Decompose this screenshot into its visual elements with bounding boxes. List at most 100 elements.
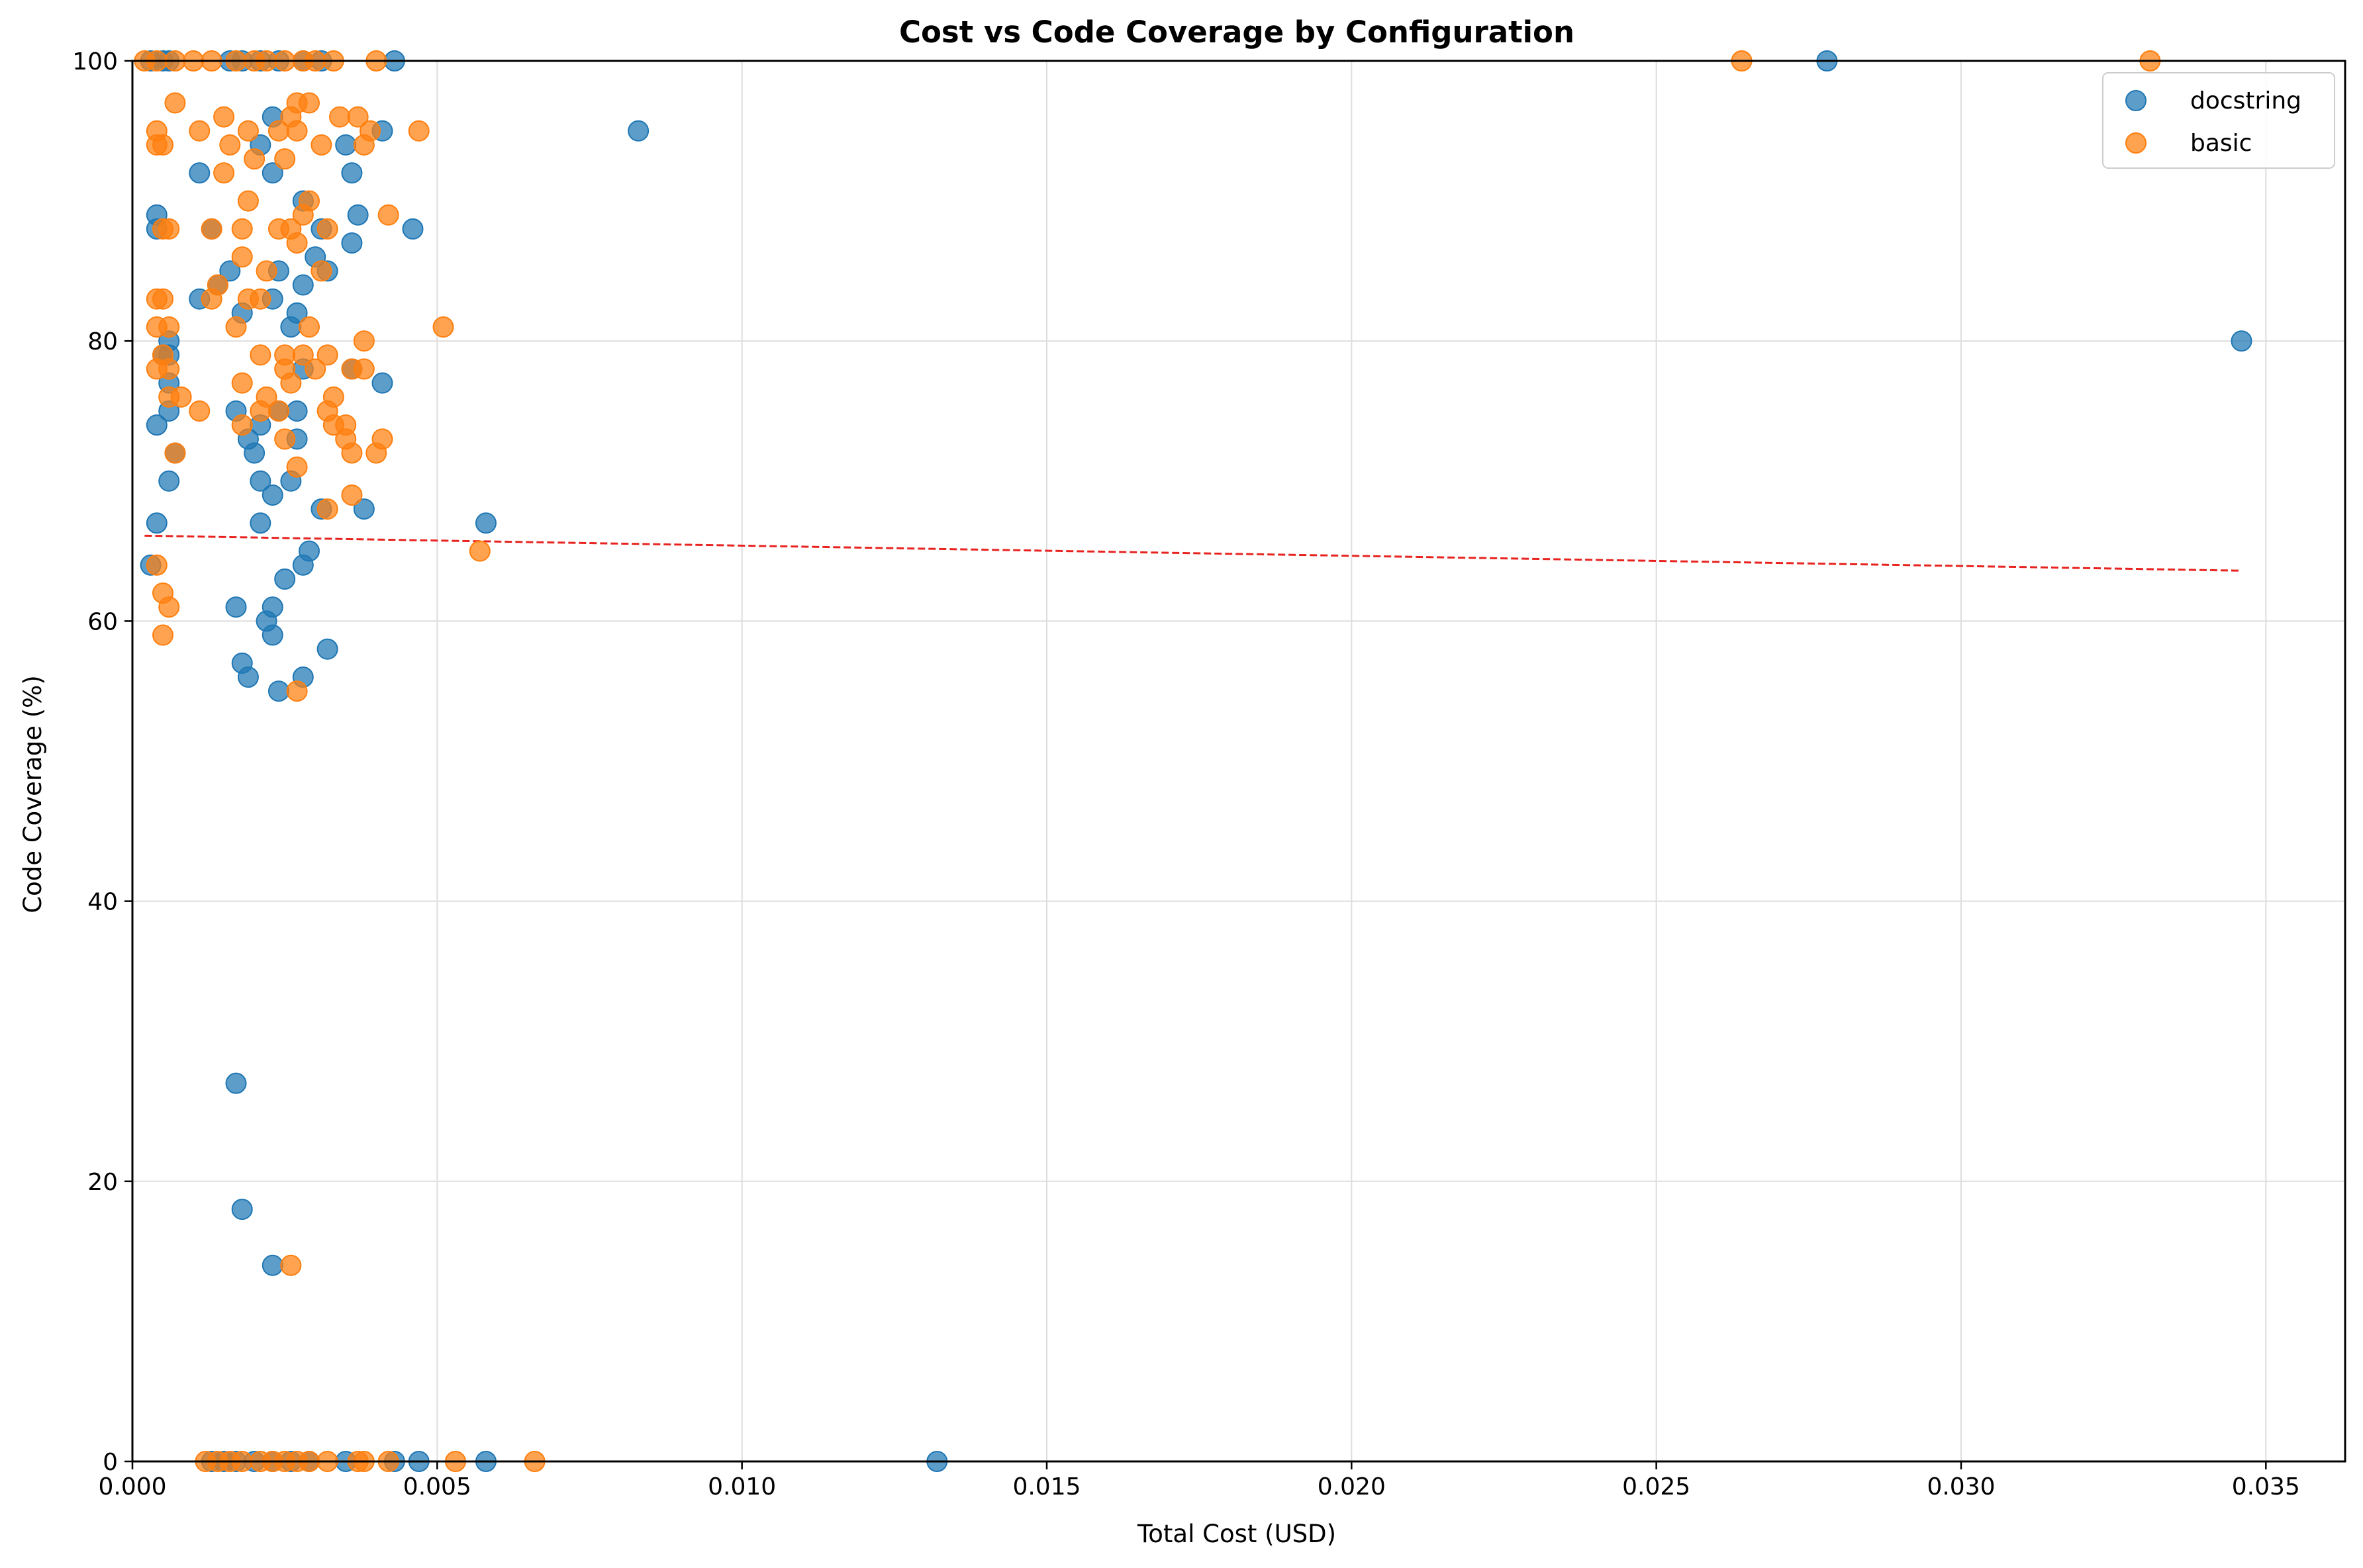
legend-label-basic: basic [2190,130,2252,157]
data-point-basic [152,134,174,156]
data-point-basic [274,148,296,170]
data-point-basic [231,372,253,394]
data-point-basic [189,120,211,142]
data-point-basic [353,134,375,156]
data-point-basic [237,120,259,142]
data-point-basic [231,218,253,240]
legend-marker-basic [2125,132,2146,154]
data-point-basic [298,92,320,114]
data-point-docstring [286,400,308,422]
data-point-basic [201,288,222,310]
data-point-basic [311,260,332,282]
trend-line [144,534,2242,572]
data-point-docstring [225,1072,247,1094]
y-tick-label: 40 [87,889,118,916]
data-point-docstring [316,638,338,660]
chart-title: Cost vs Code Coverage by Configuration [899,15,1574,50]
data-point-basic [250,344,271,366]
data-point-docstring [628,120,650,142]
data-point-docstring [347,204,369,226]
data-point-basic [158,596,180,618]
data-point-basic [225,316,247,338]
data-point-basic [292,344,314,366]
data-point-docstring [146,512,168,534]
legend-marker-docstring [2125,90,2146,111]
data-points [134,50,2252,1472]
y-axis-label: Code Coverage (%) [19,675,47,913]
data-point-basic [158,316,180,338]
data-point-basic [316,344,338,366]
data-point-basic [146,554,168,576]
data-point-docstring [244,442,265,464]
data-point-docstring [262,1254,283,1276]
data-point-docstring [262,624,283,646]
data-point-docstring [225,596,247,618]
data-point-basic [341,442,363,464]
data-point-basic [408,120,430,142]
data-point-basic [201,218,222,240]
grid [132,60,2345,1462]
data-point-basic [213,162,235,184]
data-point-docstring [274,568,296,590]
data-point-docstring [219,260,241,282]
data-point-basic [158,358,180,380]
x-tick-label: 0.015 [1012,1473,1081,1500]
data-point-basic [189,400,211,422]
axes: 0.000 0.005 0.010 0.015 0.020 0.025 0.030 0.035… [72,48,2346,1500]
trendline-layer [144,534,2242,572]
x-tick-label: 0.025 [1622,1473,1690,1500]
data-point-basic [286,232,308,254]
data-point-docstring [267,680,289,702]
data-point-docstring [402,218,424,240]
data-point-basic [292,204,314,226]
plot-frame [131,60,2346,1463]
data-point-docstring [292,274,314,296]
data-point-basic [377,204,399,226]
x-tick-label: 0.005 [403,1473,471,1500]
data-point-basic [286,680,308,702]
data-point-basic [469,540,491,562]
data-point-basic [267,120,289,142]
data-point-docstring [280,316,302,338]
data-point-basic [305,358,326,380]
data-point-basic [152,624,174,646]
data-point-docstring [146,414,168,436]
x-tick-label: 0.000 [98,1473,166,1500]
data-point-basic [164,92,186,114]
data-point-basic [274,428,296,450]
data-point-basic [213,106,235,128]
data-point-docstring [262,162,283,184]
x-tick-label: 0.035 [2232,1473,2300,1500]
data-point-basic [329,106,351,128]
legend: docstring basic [2102,72,2335,169]
data-point-basic [250,288,271,310]
data-point-basic [267,400,289,422]
data-point-basic [231,246,253,268]
y-tick-label: 80 [87,328,118,355]
data-point-basic [231,414,253,436]
data-point-basic [164,442,186,464]
data-point-basic [311,134,332,156]
data-point-basic [316,498,338,520]
data-point-docstring [262,484,283,506]
data-point-docstring [231,1199,253,1221]
data-point-basic [353,358,375,380]
data-point-docstring [189,162,211,184]
data-point-basic [256,260,277,282]
y-tick-label: 100 [72,48,118,75]
data-point-docstring [341,232,363,254]
y-tick-label: 20 [87,1169,118,1196]
x-axis-label: Total Cost (USD) [1137,1520,1336,1548]
legend-label-docstring: docstring [2190,87,2301,115]
y-tick-label: 60 [87,608,118,635]
data-point-docstring [158,470,180,492]
x-tick-label: 0.030 [1927,1473,1995,1500]
data-point-docstring [250,512,271,534]
data-point-docstring [341,162,363,184]
data-point-basic [170,386,192,408]
y-tick-label: 0 [103,1449,118,1476]
data-point-docstring [237,667,259,688]
data-point-basic [347,106,369,128]
